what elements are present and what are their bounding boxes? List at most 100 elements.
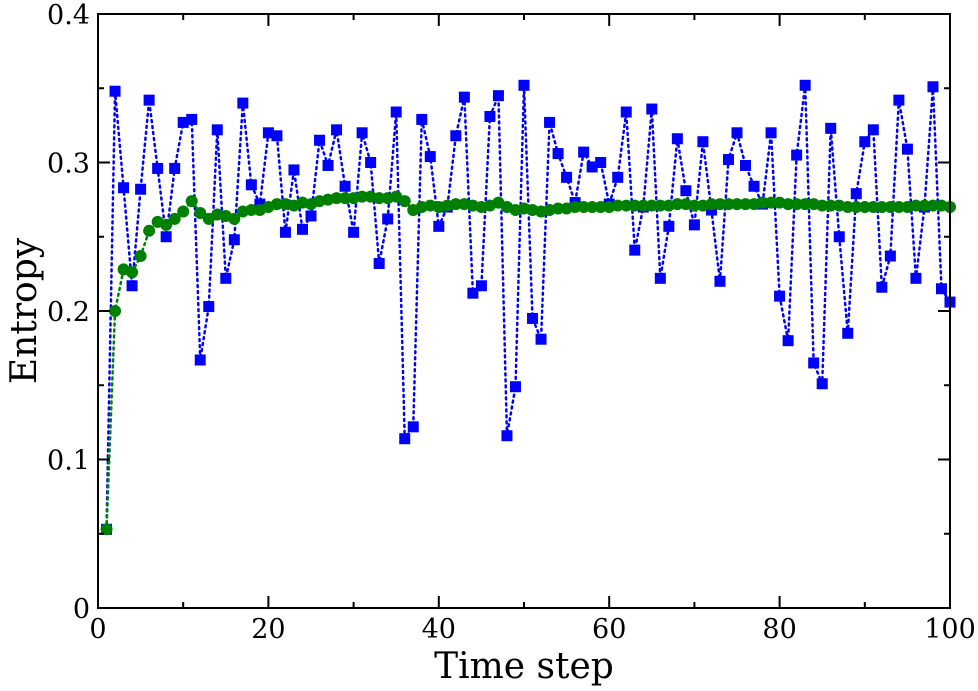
data-point-square bbox=[467, 287, 479, 299]
data-point-square bbox=[390, 106, 402, 118]
data-point-square bbox=[424, 151, 436, 163]
data-point-square bbox=[169, 162, 181, 174]
data-point-circle bbox=[126, 266, 139, 279]
data-point-square bbox=[671, 133, 683, 145]
data-point-square bbox=[808, 357, 820, 369]
data-point-circle bbox=[620, 199, 633, 212]
data-point-square bbox=[697, 136, 709, 148]
data-point-square bbox=[765, 127, 777, 139]
data-point-square bbox=[296, 223, 308, 235]
ticks-layer: 0 20 40 60 80 100 0 0.1 0.2 0.3 0.4 bbox=[47, 0, 976, 645]
data-point-circle bbox=[799, 198, 812, 211]
data-point-circle bbox=[671, 198, 684, 211]
y-tick-label: 0.2 bbox=[47, 297, 90, 328]
data-point-square bbox=[194, 354, 206, 366]
data-point-circle bbox=[875, 201, 888, 214]
x-tick-label: 100 bbox=[924, 614, 976, 645]
y-tick-label: 0.4 bbox=[47, 0, 90, 31]
data-point-circle bbox=[185, 195, 198, 208]
series-green-circles bbox=[100, 190, 956, 536]
data-point-square bbox=[220, 272, 232, 284]
data-point-circle bbox=[637, 199, 650, 212]
data-point-square bbox=[850, 188, 862, 200]
data-point-circle bbox=[867, 201, 880, 214]
data-point-circle bbox=[909, 199, 922, 212]
data-point-square bbox=[433, 220, 445, 232]
data-point-circle bbox=[654, 199, 667, 212]
data-point-square bbox=[620, 106, 632, 118]
data-point-circle bbox=[884, 201, 897, 214]
data-point-circle bbox=[245, 204, 258, 217]
data-point-circle bbox=[926, 199, 939, 212]
series-layer bbox=[100, 79, 956, 536]
data-point-square bbox=[791, 149, 803, 161]
data-point-circle bbox=[688, 199, 701, 212]
data-point-square bbox=[365, 157, 377, 168]
data-point-square bbox=[561, 171, 573, 183]
data-point-square bbox=[407, 421, 419, 433]
data-point-square bbox=[595, 157, 607, 168]
data-point-square bbox=[578, 146, 590, 158]
data-point-circle bbox=[918, 199, 931, 212]
data-point-circle bbox=[841, 201, 854, 214]
data-point-square bbox=[876, 281, 888, 293]
data-point-square bbox=[884, 250, 896, 262]
data-point-square bbox=[228, 234, 240, 246]
data-point-circle bbox=[858, 201, 871, 214]
data-point-circle bbox=[765, 196, 778, 209]
data-point-square bbox=[935, 283, 947, 295]
data-point-square bbox=[450, 130, 462, 142]
data-point-square bbox=[782, 335, 794, 347]
data-point-circle bbox=[270, 198, 283, 211]
data-point-square bbox=[279, 226, 291, 238]
data-point-square bbox=[740, 159, 752, 171]
data-point-circle bbox=[722, 198, 735, 211]
data-point-square bbox=[203, 301, 215, 313]
data-point-circle bbox=[645, 199, 658, 212]
data-point-square bbox=[356, 127, 368, 139]
data-point-circle bbox=[594, 201, 607, 214]
data-point-square bbox=[867, 124, 879, 136]
data-point-square bbox=[262, 127, 274, 139]
data-point-square bbox=[586, 161, 598, 173]
data-point-square bbox=[688, 219, 700, 231]
data-point-circle bbox=[194, 206, 207, 219]
data-point-square bbox=[825, 122, 837, 134]
data-point-square bbox=[271, 130, 283, 142]
data-point-square bbox=[126, 280, 138, 292]
data-point-circle bbox=[816, 199, 829, 212]
x-tick-label: 20 bbox=[251, 614, 285, 645]
y-tick-label: 0 bbox=[73, 594, 90, 625]
data-point-square bbox=[842, 327, 854, 339]
data-point-circle bbox=[569, 201, 582, 214]
data-point-circle bbox=[756, 196, 769, 209]
data-point-square bbox=[399, 433, 411, 445]
data-point-circle bbox=[398, 195, 411, 208]
data-point-circle bbox=[628, 199, 641, 212]
data-point-circle bbox=[356, 190, 369, 203]
data-point-circle bbox=[552, 202, 565, 215]
data-point-circle bbox=[109, 305, 122, 317]
data-point-square bbox=[748, 180, 760, 192]
data-point-circle bbox=[168, 212, 181, 225]
data-point-circle bbox=[177, 205, 190, 218]
data-point-square bbox=[714, 275, 726, 287]
data-point-square bbox=[492, 90, 504, 102]
data-point-circle bbox=[892, 201, 905, 214]
y-tick-label: 0.3 bbox=[47, 149, 90, 180]
data-point-square bbox=[731, 127, 743, 139]
data-point-square bbox=[910, 272, 922, 284]
series-blue-squares bbox=[101, 79, 956, 535]
data-point-square bbox=[527, 312, 539, 324]
data-point-square bbox=[552, 148, 564, 160]
data-point-circle bbox=[713, 198, 726, 211]
x-tick-label: 80 bbox=[762, 614, 796, 645]
data-point-circle bbox=[160, 218, 173, 231]
y-tick-label: 0.1 bbox=[47, 446, 90, 477]
data-point-square bbox=[680, 185, 692, 197]
data-point-square bbox=[833, 231, 845, 243]
data-point-square bbox=[501, 430, 513, 442]
data-point-square bbox=[305, 210, 317, 222]
data-point-circle bbox=[449, 198, 462, 211]
